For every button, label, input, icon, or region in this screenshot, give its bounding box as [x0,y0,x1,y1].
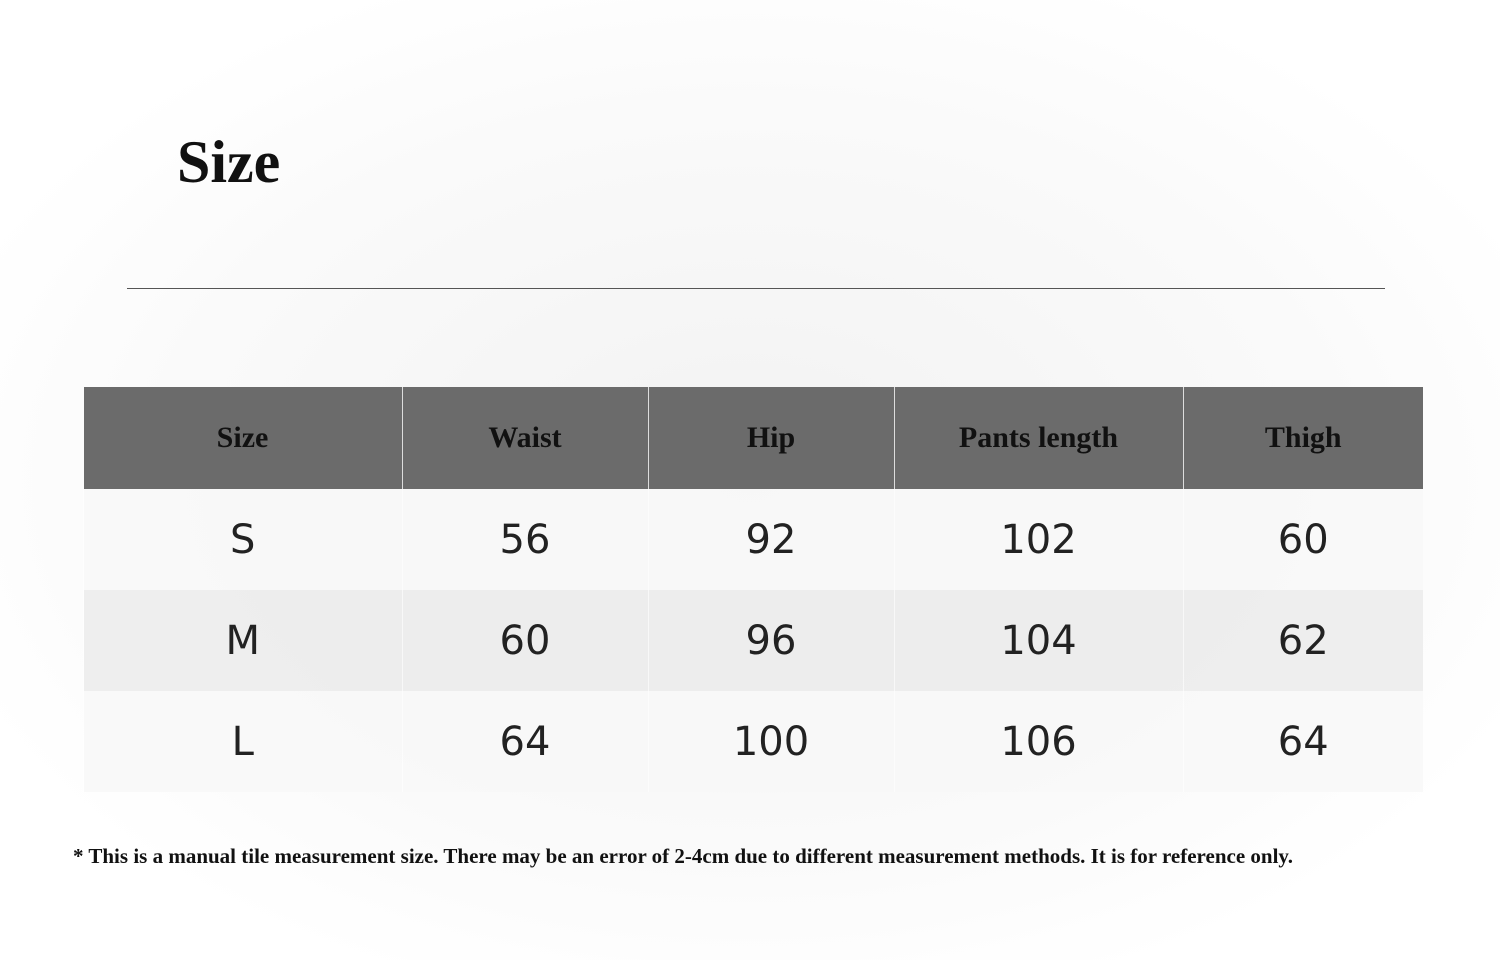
table-row: L 64 100 106 64 [83,691,1423,792]
table-cell: 96 [647,590,894,691]
header-row: Size Waist Hip Pants length Thigh [83,387,1423,489]
table-cell: 60 [1182,489,1423,590]
table-cell: 92 [647,489,894,590]
divider [127,288,1385,289]
table-cell: 56 [401,489,648,590]
table-cell: 106 [893,691,1183,792]
measurement-note: * This is a manual tile measurement size… [73,844,1293,868]
header-cell: Waist [401,387,648,489]
table-row: M 60 96 104 62 [83,590,1423,691]
table-cell: M [83,590,402,691]
table-cell: 64 [1182,691,1423,792]
table-cell: 62 [1182,590,1423,691]
table-row: S 56 92 102 60 [83,489,1423,590]
table-cell: 104 [893,590,1183,691]
table-cell: L [83,691,402,792]
table-cell: 60 [401,590,648,691]
page-title: Size [177,129,281,195]
header-cell: Pants length [893,387,1183,489]
table-cell: 102 [893,489,1183,590]
header-cell: Hip [647,387,894,489]
table-cell: S [83,489,402,590]
table-cell: 100 [647,691,894,792]
header-cell: Size [83,387,402,489]
size-table: Size Waist Hip Pants length Thigh S 56 92 1… [83,387,1423,792]
header-cell: Thigh [1182,387,1423,489]
table-cell: 64 [401,691,648,792]
